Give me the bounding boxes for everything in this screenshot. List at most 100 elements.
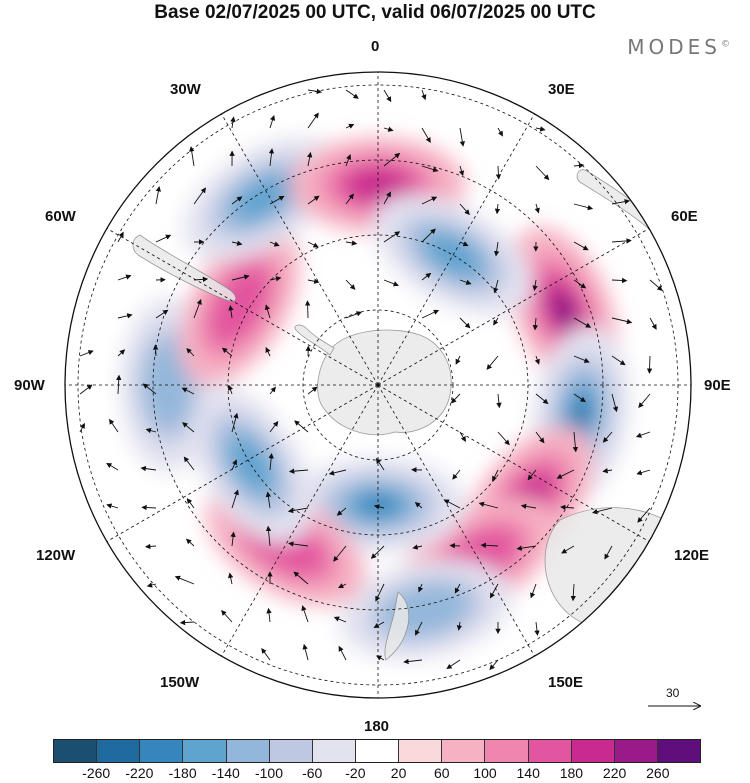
- wind-vector: [646, 355, 653, 374]
- wind-vector: [454, 583, 461, 594]
- wind-vector: [497, 431, 510, 446]
- wind-vector: [345, 89, 359, 99]
- wind-vector: [486, 355, 499, 370]
- lon-label-60w: 60W: [45, 208, 76, 225]
- wind-vector: [264, 304, 271, 319]
- new-zealand: [384, 591, 410, 661]
- wind-vector: [459, 203, 470, 216]
- wind-vector: [307, 195, 320, 205]
- wind-vector: [301, 605, 309, 623]
- wind-vector: [535, 165, 550, 181]
- antarctica: [317, 329, 452, 436]
- wind-vector: [345, 193, 354, 205]
- wind-vector: [495, 165, 502, 180]
- wind-vector: [532, 279, 538, 291]
- wind-vector: [268, 148, 275, 167]
- wind-vector: [383, 89, 392, 103]
- wind-vector: [302, 643, 309, 661]
- wind-vector: [376, 655, 385, 661]
- colorbar-tick-label: -180: [168, 765, 197, 781]
- wind-vector: [415, 621, 423, 636]
- wind-vector: [106, 503, 119, 509]
- wind-vector: [373, 621, 385, 628]
- wind-vector: [452, 469, 461, 480]
- wind-vector: [155, 234, 172, 243]
- wind-vector: [231, 274, 250, 281]
- wind-vector: [228, 572, 234, 585]
- wind-vector: [532, 317, 539, 331]
- lon-label-90w: 90W: [14, 377, 45, 394]
- lon-label-30w: 30W: [170, 81, 201, 98]
- wind-vector: [293, 571, 309, 585]
- wind-vector: [497, 127, 503, 137]
- anomaly-field: [65, 72, 691, 698]
- wind-vector: [421, 89, 427, 101]
- wind-vector: [307, 88, 322, 95]
- wind-vector: [611, 317, 633, 325]
- wind-vector: [604, 545, 613, 560]
- wind-vector: [288, 541, 309, 547]
- wind-vector: [228, 305, 234, 319]
- wind-vector: [459, 431, 466, 442]
- wind-vector: [231, 196, 243, 205]
- wind-vector: [269, 114, 276, 129]
- polar-map: [64, 71, 692, 699]
- wind-vector: [611, 198, 630, 205]
- wind-vector: [530, 583, 537, 599]
- wind-vector: [265, 346, 271, 357]
- wind-vector: [573, 279, 587, 289]
- wind-vector: [345, 279, 356, 290]
- meridian-line: [106, 384, 379, 542]
- wind-vector: [458, 165, 465, 177]
- new-zealand-north: [453, 689, 467, 698]
- lon-label-90e: 90E: [704, 377, 731, 394]
- wind-vector: [307, 151, 313, 167]
- meridian-line: [221, 113, 379, 386]
- wind-vector: [155, 186, 162, 205]
- wind-vector: [145, 543, 157, 550]
- wind-vector: [480, 542, 499, 549]
- wind-vector: [287, 507, 309, 514]
- wind-vector: [383, 126, 394, 132]
- wind-vector: [421, 196, 438, 205]
- wind-vector: [560, 504, 575, 511]
- colorbar-swatch: [140, 740, 184, 762]
- wind-vector: [155, 309, 169, 319]
- colorbar-tick-label: 100: [473, 765, 497, 781]
- wind-vector: [79, 422, 85, 433]
- colorbar-swatch: [54, 740, 98, 762]
- wind-vector: [459, 317, 471, 329]
- wind-vector: [141, 504, 157, 511]
- wind-vector: [455, 355, 461, 365]
- wind-vector: [265, 491, 272, 509]
- colorbar-tick-label: -60: [302, 765, 323, 781]
- wind-vector: [561, 545, 575, 554]
- wind-vector: [193, 276, 209, 283]
- wind-vector: [146, 582, 157, 588]
- wind-vector: [443, 499, 461, 509]
- wind-vector: [345, 240, 358, 246]
- lon-label-60e: 60E: [671, 208, 698, 225]
- wind-vector: [450, 393, 461, 404]
- wind-vector: [193, 187, 207, 205]
- colorbar-swatch: [657, 740, 701, 762]
- wind-vector: [185, 538, 195, 547]
- wind-vector: [573, 355, 590, 363]
- wind-vector: [108, 418, 119, 433]
- meridian-line: [221, 384, 379, 657]
- lon-label-180: 180: [364, 718, 390, 735]
- wind-vector: [534, 621, 540, 636]
- wind-vector: [418, 583, 424, 593]
- colorbar-tick-label: -140: [211, 765, 240, 781]
- wind-vector: [304, 300, 311, 319]
- lon-label-30e: 30E: [548, 81, 575, 98]
- wind-vector: [535, 393, 549, 405]
- wind-vector: [230, 116, 236, 129]
- wind-vector: [265, 525, 272, 547]
- colorbar-swatch: [442, 740, 486, 762]
- copyright-mark: ©: [721, 39, 730, 50]
- wind-vector: [337, 583, 347, 589]
- wind-vector: [268, 453, 274, 471]
- wind-vector: [573, 203, 594, 211]
- wind-vector: [345, 154, 352, 167]
